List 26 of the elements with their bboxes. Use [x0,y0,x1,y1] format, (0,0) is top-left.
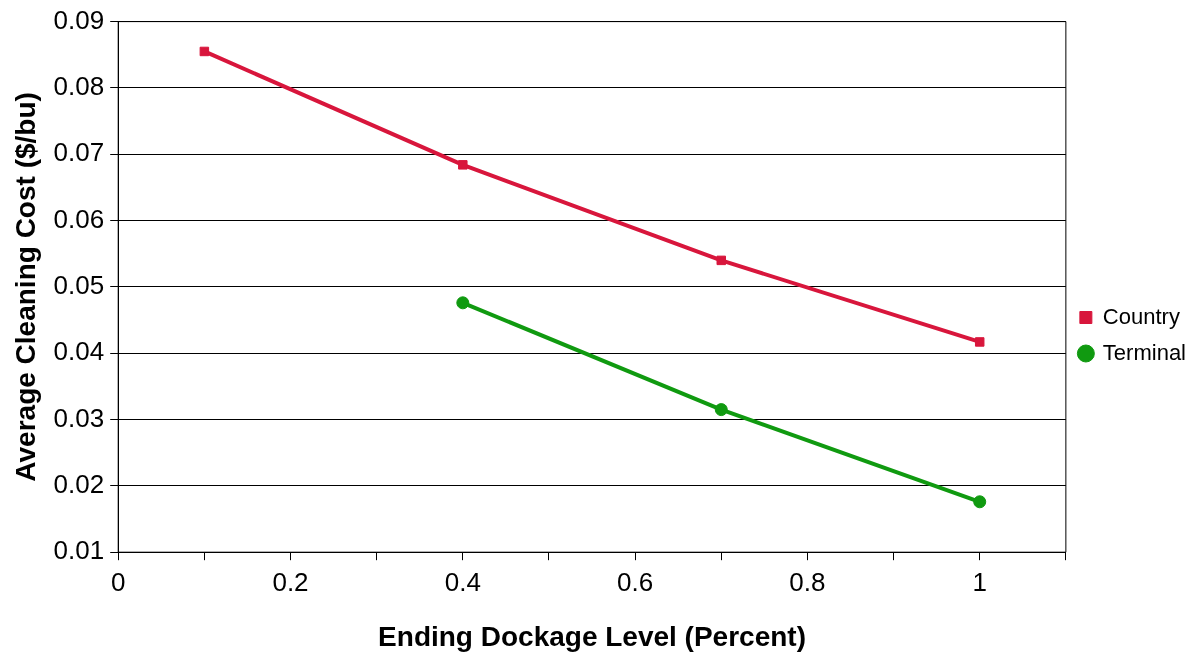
x-axis-title: Ending Dockage Level (Percent) [378,620,806,652]
y-tick-label: 0.03 [53,402,105,433]
y-tick-label: 0.07 [53,137,105,168]
x-tick-label: 0.8 [789,566,826,597]
y-tick-label: 0.02 [53,469,105,500]
x-tick-label: 0.2 [272,566,309,597]
x-tick-label: 0 [110,566,126,597]
x-tick-label: 0.4 [444,566,481,597]
point [716,255,726,266]
point [458,160,468,170]
x-tick-label: 1 [972,566,987,597]
y-tick-label: 0.09 [53,4,105,35]
point [974,337,985,347]
point [456,296,470,310]
point [199,46,210,57]
y-tick-label: 0.06 [53,203,105,234]
y-axis-title: Average Cleaning Cost ($/bu) [9,92,41,482]
point [714,403,728,417]
legend-label: Terminal [1102,339,1187,365]
x-tick-label: 0.6 [617,566,654,597]
y-tick-label: 0.04 [53,336,105,367]
legend-label: Country [1102,303,1180,329]
y-tick-label: 0.05 [53,270,105,301]
y-tick-label: 0.08 [53,71,105,102]
point [973,495,987,509]
y-tick-label: 0.01 [53,535,105,566]
